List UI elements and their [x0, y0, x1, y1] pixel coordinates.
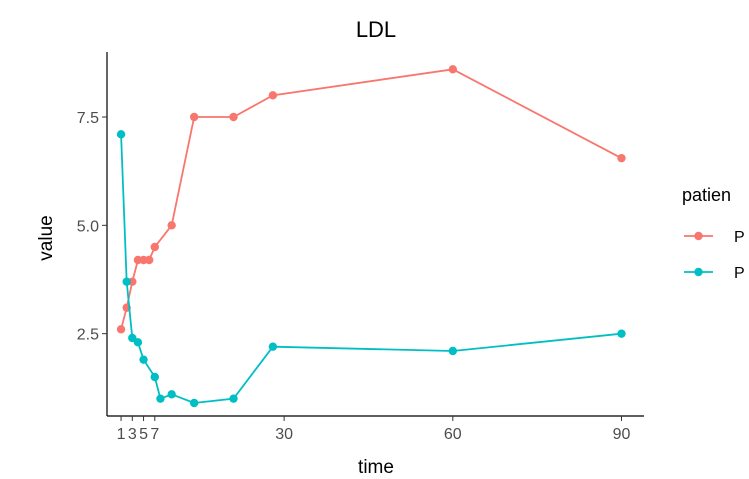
x-tick-label: 60 — [444, 426, 462, 443]
series-2 — [116, 130, 626, 408]
data-point — [156, 394, 165, 403]
y-axis-ticks: 2.5 5.0 7.5 — [77, 110, 107, 344]
legend-key-point — [694, 231, 703, 241]
data-point — [189, 112, 199, 122]
data-point — [150, 242, 159, 252]
data-point — [229, 394, 238, 403]
data-point — [189, 398, 199, 408]
data-point — [133, 338, 143, 347]
x-tick-label: 3 — [128, 426, 137, 443]
legend-title: patien — [682, 185, 731, 205]
data-point — [167, 390, 176, 399]
y-tick-label: 7.5 — [77, 110, 99, 127]
data-point — [116, 325, 126, 334]
data-point — [617, 153, 626, 163]
data-point — [144, 255, 154, 265]
x-tick-label: 7 — [150, 426, 159, 443]
y-tick-label: 5.0 — [77, 218, 99, 235]
x-tick-label: 5 — [139, 426, 148, 443]
plot-area — [116, 65, 626, 408]
data-point — [617, 329, 626, 338]
x-tick-label: 30 — [275, 426, 293, 443]
legend-key-point — [694, 267, 703, 277]
data-point — [167, 221, 176, 230]
data-point — [139, 355, 148, 364]
series-line — [120, 68, 622, 330]
series-1 — [116, 65, 626, 334]
x-tick-label: 90 — [613, 426, 631, 443]
x-axis-title: time — [358, 457, 394, 478]
data-point — [122, 277, 131, 286]
legend-item-1: P — [684, 229, 745, 246]
data-point — [448, 346, 458, 356]
data-point — [268, 91, 278, 100]
data-point — [448, 65, 458, 74]
y-tick-label: 2.5 — [77, 327, 99, 344]
legend-label: P — [734, 265, 745, 282]
data-point — [150, 372, 159, 382]
data-point — [268, 342, 278, 351]
chart-title: LDL — [356, 17, 396, 42]
x-axis-ticks: 1 3 5 7 30 60 90 — [117, 416, 631, 443]
series-line — [120, 134, 622, 404]
y-axis-title: value — [36, 215, 57, 260]
data-point — [229, 112, 238, 122]
legend: patien P P — [682, 185, 745, 282]
data-point — [116, 130, 126, 139]
legend-item-2: P — [684, 265, 745, 282]
x-tick-label: 1 — [117, 426, 126, 443]
legend-label: P — [734, 229, 745, 246]
